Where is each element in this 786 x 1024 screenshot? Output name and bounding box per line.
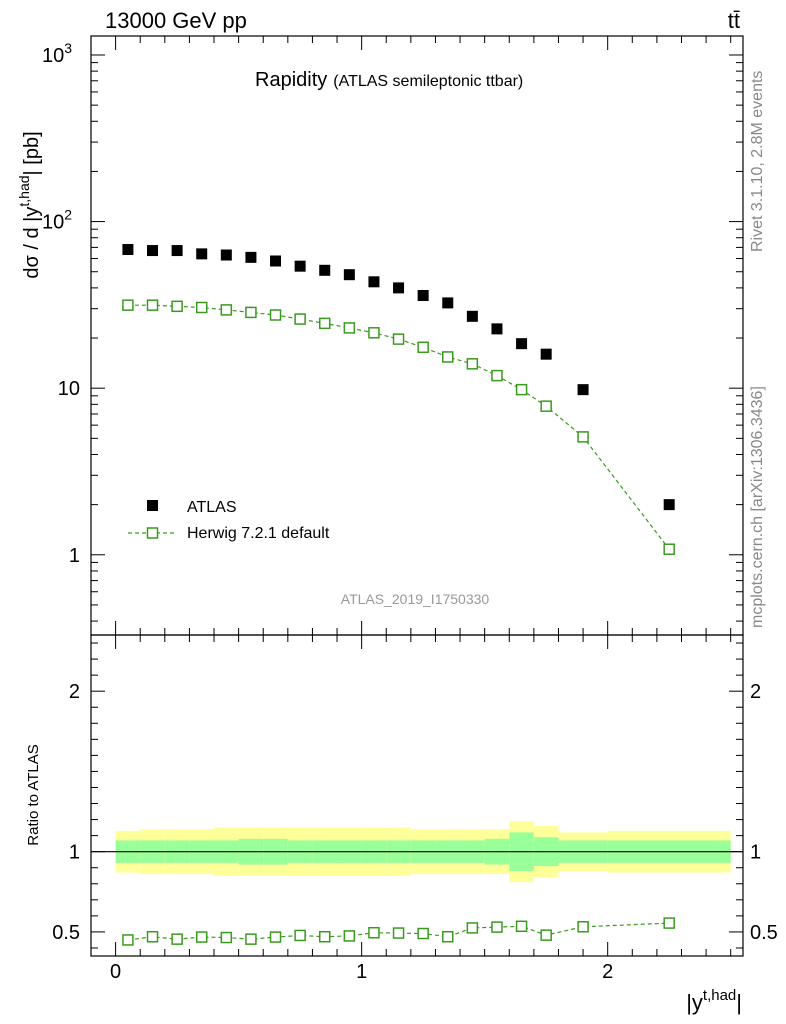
energy-label: 13000 GeV pp [105,8,247,33]
herwig-data-point [392,333,405,345]
ratio-y-axis-label: Ratio to ATLAS [25,744,42,845]
ratio-y-tick-label: 1 [69,842,80,864]
process-label: tt̄ [728,8,740,33]
ratio-y-tick-label: 2 [69,681,80,703]
main-panel: 1 10 102 103 [42,36,743,635]
atlas-data-point [663,499,675,511]
herwig-ratio-point [294,929,306,942]
atlas-data-point [516,338,528,350]
legend-herwig-marker [146,527,159,539]
legend-atlas-marker [147,500,158,511]
herwig-data-point [171,300,183,313]
atlas-data-point [147,245,159,257]
main-y-tick-label: 103 [42,40,72,67]
ratio-y-tick-label: 0.5 [52,922,80,944]
herwig-ratio-point [540,929,552,941]
herwig-ratio-point [269,931,282,943]
ratio-y-tick-label-right: 1 [750,842,761,864]
herwig-data-point [318,317,331,330]
herwig-ratio-point [146,930,159,943]
herwig-data-point [663,543,675,555]
herwig-data-point [122,299,134,311]
subtitle-text: (ATLAS semileptonic ttbar) [333,73,523,90]
atlas-data-point [491,323,503,335]
atlas-data-point [270,255,282,267]
atlas-data-point [343,269,355,281]
atlas-data-point [466,310,478,322]
x-axis-label: |yt,had| [686,987,742,1015]
herwig-data-point [368,327,380,339]
atlas-data-point [319,264,331,276]
herwig-ratio-point [392,927,405,939]
atlas-data-point [540,348,552,360]
herwig-data-point [442,351,454,363]
herwig-data-point [417,341,429,354]
herwig-data-point [466,358,479,370]
atlas-data-point [442,297,454,309]
herwig-data-point [294,313,306,325]
main-y-tick-label: 10 [58,378,80,400]
main-y-tick-label: 102 [42,207,72,234]
herwig-data-point [146,299,159,311]
analysis-id-label: ATLAS_2019_I1750330 [341,591,490,607]
herwig-ratio-point [245,933,257,945]
herwig-data-point [491,369,503,382]
herwig-ratio-point [343,930,356,942]
atlas-data-point [368,276,380,288]
herwig-ratio-point [442,930,454,943]
atlas-data-point [122,243,134,255]
atlas-data-point [417,290,429,302]
atlas-data-point [393,282,405,294]
herwig-data-point [245,306,257,319]
atlas-data-point [294,260,306,272]
herwig-ratio-point [368,926,380,939]
atlas-data-point [577,384,589,396]
atlas-data-point [196,248,208,260]
herwig-data-point [515,383,528,396]
atlas-data-point [245,251,257,263]
herwig-data-point [577,431,589,443]
x-tick-label: 0 [110,961,121,983]
atlas-data-point [171,245,183,257]
legend-herwig-label: Herwig 7.2.1 default [187,525,330,542]
mcplots-label: mcplots.cern.ch [arXiv:1306.3436] [749,386,766,628]
ratio-panel: 0 1 2 0.5 0.5 1 1 2 2 [52,635,778,983]
herwig-ratio-point [663,917,675,929]
herwig-ratio-point [122,934,134,946]
herwig-ratio-point [515,920,528,933]
herwig-data-point [195,301,208,314]
herwig-ratio-point [220,931,233,944]
herwig-data-point [343,322,356,334]
legend: ATLAS Herwig 7.2.1 default [128,499,330,542]
herwig-ratio-point [318,930,331,943]
herwig-data-point [220,304,233,316]
x-tick-label: 2 [602,961,613,983]
ratio-y-tick-label-right: 0.5 [750,922,778,944]
herwig-ratio-point [466,922,479,934]
main-panel-frame [90,35,744,636]
x-tick-label: 1 [356,961,367,983]
herwig-data-point [269,309,282,321]
atlas-data-point [220,249,232,261]
herwig-data-point [540,400,552,412]
ratio-y-tick-label-right: 2 [750,681,761,703]
legend-atlas-label: ATLAS [187,499,237,516]
title-text: Rapidity [255,69,327,91]
plot-title: Rapidity (ATLAS semileptonic ttbar) [255,69,523,91]
herwig-ratio-point [417,927,429,940]
herwig-ratio-point [195,931,208,943]
rivet-version-label: Rivet 3.1.10, 2.8M events [749,71,766,252]
herwig-ratio-point [491,921,503,933]
main-y-axis-label: dσ / d |yt,had| [pb] [16,131,43,278]
ratio-panel-frame [90,634,744,957]
herwig-ratio-point [171,933,183,945]
herwig-ratio-point [577,921,589,933]
main-y-tick-label: 1 [69,545,80,567]
